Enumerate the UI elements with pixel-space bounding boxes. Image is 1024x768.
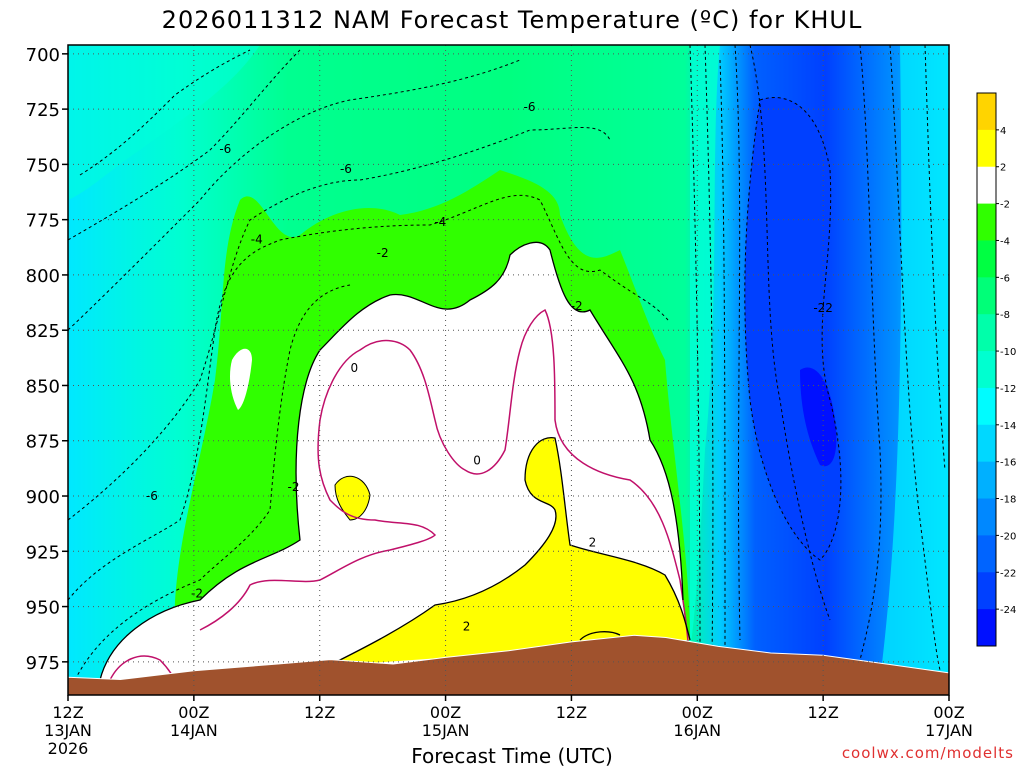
y-tick-label: 875 <box>26 432 60 453</box>
colorbar-swatch <box>977 240 996 278</box>
contour-label: -2 <box>288 480 300 494</box>
x-tick-label: 12Z <box>556 703 587 722</box>
x-tick-label: 00Z <box>682 703 713 722</box>
colorbar-swatch <box>977 314 996 352</box>
colorbar-swatch <box>977 166 996 205</box>
y-tick-label: 850 <box>26 376 60 397</box>
y-tick-label: 700 <box>26 45 60 66</box>
colorbar-swatch <box>977 424 996 463</box>
colorbar-swatch <box>977 93 996 131</box>
y-tick-label: 750 <box>26 155 60 176</box>
contour-label: -2 <box>571 299 583 313</box>
contour-label: -4 <box>251 233 263 247</box>
colorbar-label: -2 <box>1000 200 1010 211</box>
x-tick-label: 12Z <box>304 703 335 722</box>
contour-label: 0 <box>473 454 481 468</box>
contour-labels: -6-6-6-4-4-2-200-6-2-222-22 <box>146 100 833 634</box>
colorbar-label: -12 <box>1000 384 1016 395</box>
x-tick-label: 14JAN <box>170 721 218 740</box>
x-tick-label: 2026 <box>48 739 89 758</box>
x-tick-label: 12Z <box>807 703 838 722</box>
y-tick-label: 950 <box>26 598 60 619</box>
y-axis: 700 725 750 775 800 825 850 875 900 925 950 975 <box>26 45 68 674</box>
colorbar-label: -4 <box>1000 236 1010 247</box>
colorbar-swatch <box>977 535 996 573</box>
colorbar-label: -6 <box>1000 273 1010 284</box>
colorbar-label: -22 <box>1000 568 1016 579</box>
contour-label: -6 <box>523 100 535 114</box>
colorbar-label: -24 <box>1000 605 1016 616</box>
colorbar-label: -10 <box>1000 347 1016 358</box>
contour-label: -22 <box>813 301 833 315</box>
x-axis-title: Forecast Time (UTC) <box>411 744 613 768</box>
y-tick-label: 900 <box>26 487 60 508</box>
y-tick-label: 725 <box>26 100 60 121</box>
colorbar-border <box>976 92 997 647</box>
colorbar-swatch <box>977 572 996 610</box>
y-tick-label: 800 <box>26 266 60 287</box>
colorbar-label: 4 <box>1000 126 1006 137</box>
y-tick-label: 825 <box>26 321 60 342</box>
x-tick-label: 00Z <box>178 703 209 722</box>
contour-label: -2 <box>377 246 389 260</box>
colorbar-swatch <box>977 498 996 536</box>
colorbar-label: -16 <box>1000 458 1016 469</box>
contour-label: -2 <box>191 586 203 600</box>
grid-lines <box>67 45 950 695</box>
y-tick-label: 925 <box>26 542 60 563</box>
source-credit[interactable]: coolwx.com/modelts <box>841 744 1014 762</box>
colorbar-swatch <box>977 277 996 315</box>
x-tick-label: 13JAN <box>44 721 92 740</box>
x-tick-label: 00Z <box>933 703 964 722</box>
contour-label: -6 <box>146 489 158 503</box>
x-tick-label: 15JAN <box>422 721 470 740</box>
y-tick-label: 975 <box>26 653 60 674</box>
colorbar-swatch <box>977 351 996 389</box>
x-tick-label: 00Z <box>430 703 461 722</box>
colorbar-label: -18 <box>1000 495 1016 506</box>
contour-label: 0 <box>351 361 359 375</box>
x-tick-label: 12Z <box>52 703 83 722</box>
yellow-region <box>330 437 690 665</box>
colorbar-swatch <box>977 129 996 168</box>
colorbar-label: 2 <box>1000 163 1006 174</box>
colorbar-swatch <box>977 387 996 426</box>
colorbar-label: -14 <box>1000 421 1016 432</box>
contour-label: -4 <box>434 215 446 229</box>
colorbar-swatch <box>977 461 996 500</box>
contour-label: -6 <box>340 162 352 176</box>
colorbar: 4 2 -2 -4 -6 -8 -10 -12 -14 -16 -18 -20 -22 -24 <box>976 92 1016 647</box>
temperature-field <box>68 45 949 695</box>
contour-label: 2 <box>589 535 597 549</box>
colorbar-swatch <box>977 203 996 241</box>
y-tick-label: 775 <box>26 211 60 232</box>
colorbar-label: -20 <box>1000 531 1016 542</box>
colorbar-label: -8 <box>1000 310 1010 321</box>
plot-border <box>67 44 950 696</box>
x-tick-label: 17JAN <box>925 721 973 740</box>
colorbar-swatch <box>977 609 996 647</box>
x-tick-label: 16JAN <box>673 721 721 740</box>
chart-title: 2026011312 NAM Forecast Temperature (ºC)… <box>161 6 863 34</box>
contour-label: 2 <box>463 619 471 633</box>
contour-label: -6 <box>219 142 231 156</box>
